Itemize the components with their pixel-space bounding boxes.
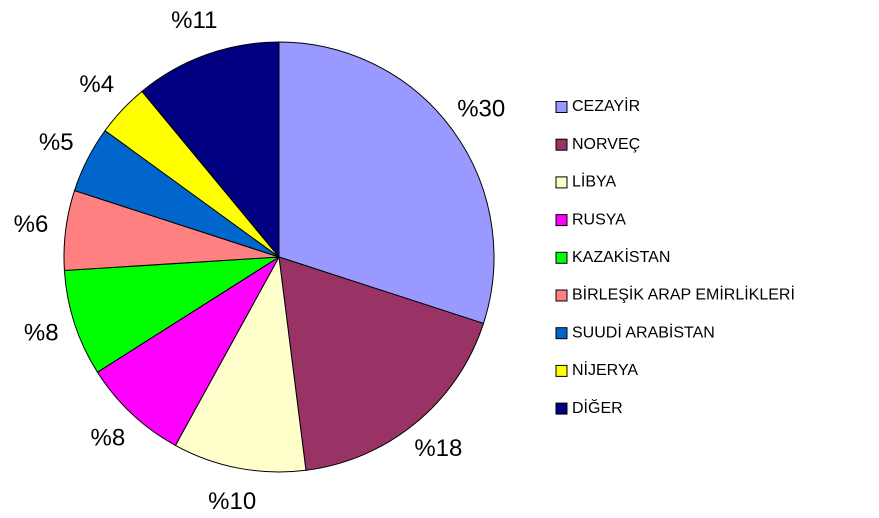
legend-label: SUUDİ ARABİSTAN [572, 322, 715, 341]
pie-slice [174, 255, 307, 473]
slice-label: %6 [14, 211, 49, 238]
slice-label: %30 [457, 95, 505, 122]
legend-swatch [555, 176, 568, 189]
legend-swatch [555, 327, 568, 340]
pie-slice [96, 256, 280, 447]
legend-label: BİRLEŞİK ARAP EMİRLİKLERİ [572, 285, 795, 304]
slice-label: %8 [24, 320, 59, 347]
legend-swatch [555, 251, 568, 264]
pie-slice [141, 41, 280, 259]
legend-background [510, 90, 879, 430]
legend-label: LİBYA [572, 172, 617, 191]
legend-swatch [555, 214, 568, 227]
legend-label: RUSYA [572, 211, 626, 228]
legend-label: DİĞER [572, 398, 623, 417]
legend-label: KAZAKİSTAN [572, 247, 670, 266]
legend-label: CEZAYİR [572, 96, 640, 115]
legend-label: NORVEÇ [572, 136, 640, 153]
pie-slice [278, 41, 495, 325]
slice-label: %8 [91, 425, 126, 452]
pie-slice [63, 256, 280, 373]
legend-swatch [555, 138, 568, 151]
legend-swatch [555, 364, 568, 377]
slice-label: %18 [414, 435, 462, 462]
slice-label: %5 [39, 129, 74, 156]
legend-label: NİJERYA [572, 360, 638, 379]
legend-swatch [555, 101, 568, 113]
pie-slice [278, 256, 485, 471]
legend-swatch [555, 402, 568, 415]
slice-label: %11 [171, 7, 217, 34]
slice-label: %4 [79, 71, 114, 98]
legend-swatch [555, 289, 568, 302]
slice-label: %10 [208, 488, 256, 515]
